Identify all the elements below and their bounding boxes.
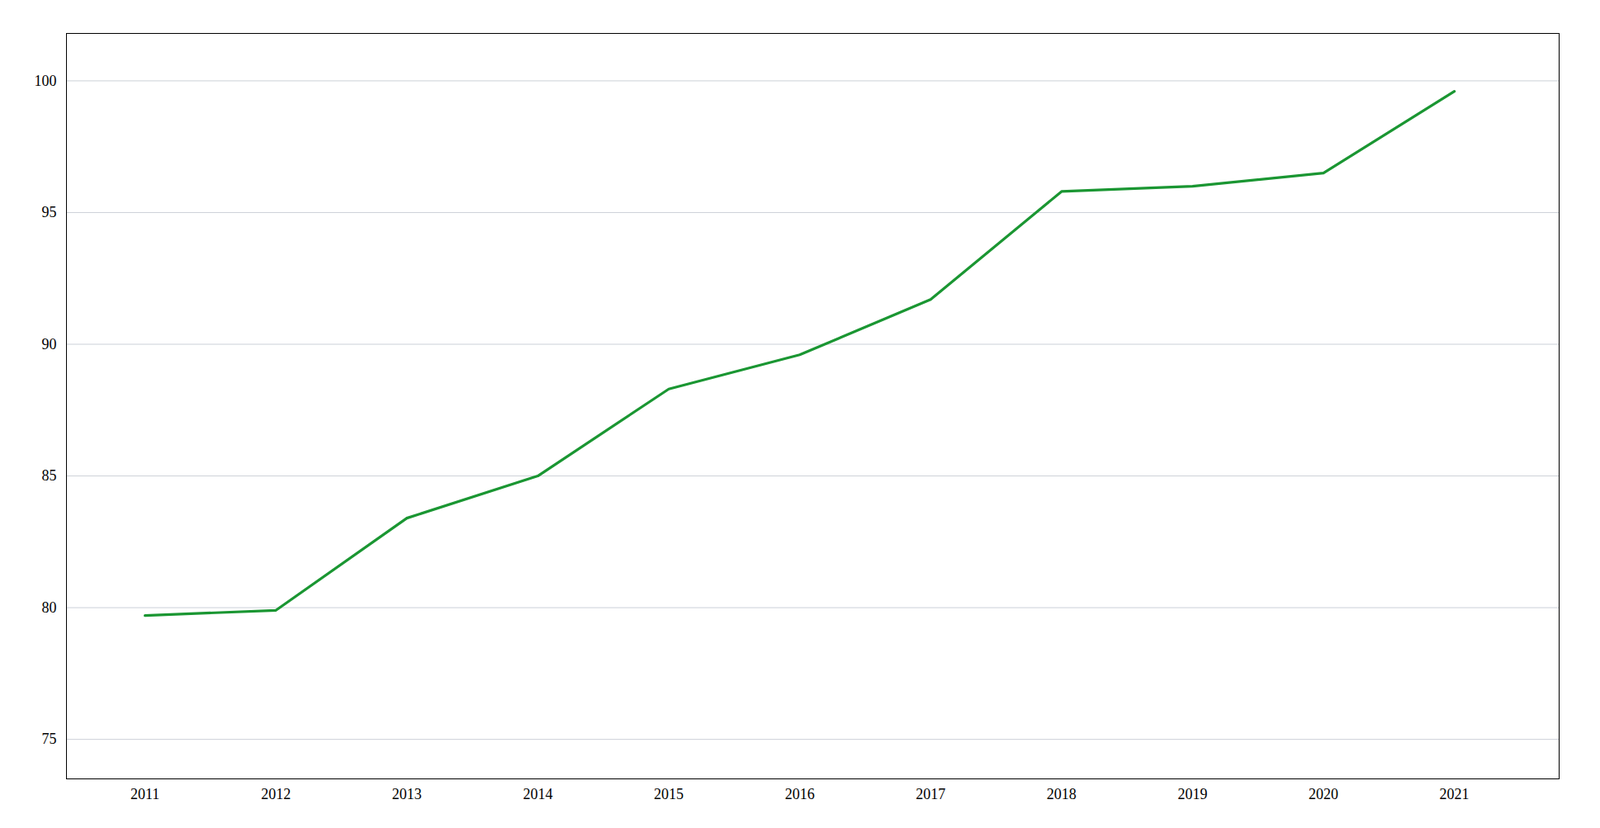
svg-text:2017: 2017 bbox=[915, 785, 946, 803]
svg-text:2019: 2019 bbox=[1177, 785, 1208, 803]
svg-text:2011: 2011 bbox=[130, 785, 160, 803]
svg-text:95: 95 bbox=[42, 203, 57, 221]
svg-text:100: 100 bbox=[34, 72, 57, 90]
svg-text:2020: 2020 bbox=[1308, 785, 1339, 803]
svg-text:90: 90 bbox=[42, 336, 57, 353]
svg-text:2013: 2013 bbox=[392, 785, 422, 803]
svg-text:80: 80 bbox=[42, 599, 57, 616]
svg-text:2016: 2016 bbox=[785, 785, 815, 803]
svg-text:75: 75 bbox=[42, 730, 57, 748]
svg-text:2021: 2021 bbox=[1439, 785, 1470, 803]
svg-text:2018: 2018 bbox=[1046, 785, 1077, 803]
svg-text:2015: 2015 bbox=[653, 785, 684, 803]
svg-text:2014: 2014 bbox=[522, 785, 553, 803]
svg-text:85: 85 bbox=[42, 467, 57, 484]
svg-text:2012: 2012 bbox=[260, 785, 291, 803]
